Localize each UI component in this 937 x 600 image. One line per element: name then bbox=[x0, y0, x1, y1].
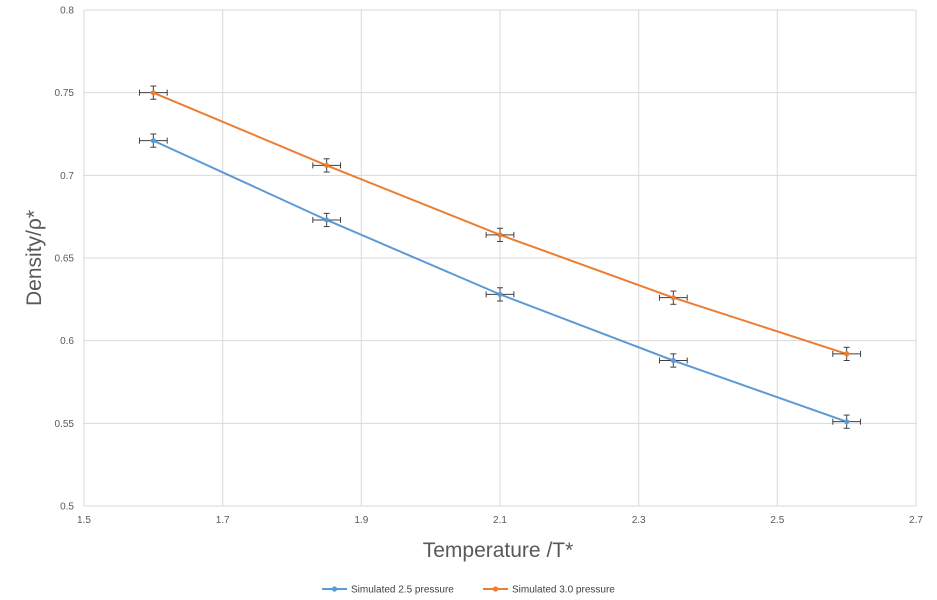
legend-label: Simulated 2.5 pressure bbox=[351, 585, 454, 596]
series-2 bbox=[138, 85, 862, 362]
data-point bbox=[844, 419, 850, 425]
legend-item-2: Simulated 3.0 pressure bbox=[483, 585, 615, 596]
data-point bbox=[324, 217, 330, 223]
data-point bbox=[844, 351, 850, 357]
x-tick-label: 2.7 bbox=[909, 515, 923, 526]
x-tick-label: 2.5 bbox=[770, 515, 784, 526]
x-axis-title: Temperature /T* bbox=[423, 539, 574, 562]
data-point bbox=[670, 295, 676, 301]
data-point bbox=[497, 232, 503, 238]
legend-marker bbox=[331, 586, 338, 592]
series-1 bbox=[138, 133, 862, 429]
data-point bbox=[497, 291, 503, 297]
data-point bbox=[150, 138, 156, 144]
x-tick-label: 1.7 bbox=[216, 515, 230, 526]
legend-label: Simulated 3.0 pressure bbox=[512, 585, 615, 596]
y-axis-title: Density/ρ* bbox=[23, 210, 46, 306]
y-tick-label: 0.55 bbox=[55, 419, 75, 430]
y-tick-label: 0.5 bbox=[60, 502, 74, 513]
gridlines bbox=[83, 9, 917, 507]
y-tick-label: 0.65 bbox=[55, 254, 75, 265]
legend-marker bbox=[492, 586, 499, 592]
y-tick-label: 0.75 bbox=[55, 88, 75, 99]
x-tick-label: 2.1 bbox=[493, 515, 507, 526]
legend: Simulated 2.5 pressure Simulated 3.0 pres… bbox=[322, 585, 615, 596]
data-point bbox=[324, 162, 330, 169]
y-tick-label: 0.7 bbox=[60, 171, 74, 182]
y-tick-label: 0.6 bbox=[60, 336, 74, 347]
x-tick-label: 1.5 bbox=[77, 515, 91, 526]
series-group bbox=[138, 85, 862, 429]
tick-labels: 0.5 0.55 0.6 0.65 0.7 0.75 0.8 1.5 1.7 1.9 2.1 2.3 2… bbox=[55, 6, 924, 527]
x-tick-label: 2.3 bbox=[632, 515, 646, 526]
data-point bbox=[150, 90, 156, 96]
x-tick-label: 1.9 bbox=[354, 515, 368, 526]
data-point bbox=[670, 357, 676, 364]
y-tick-label: 0.8 bbox=[60, 6, 74, 17]
legend-item-1: Simulated 2.5 pressure bbox=[322, 585, 454, 596]
